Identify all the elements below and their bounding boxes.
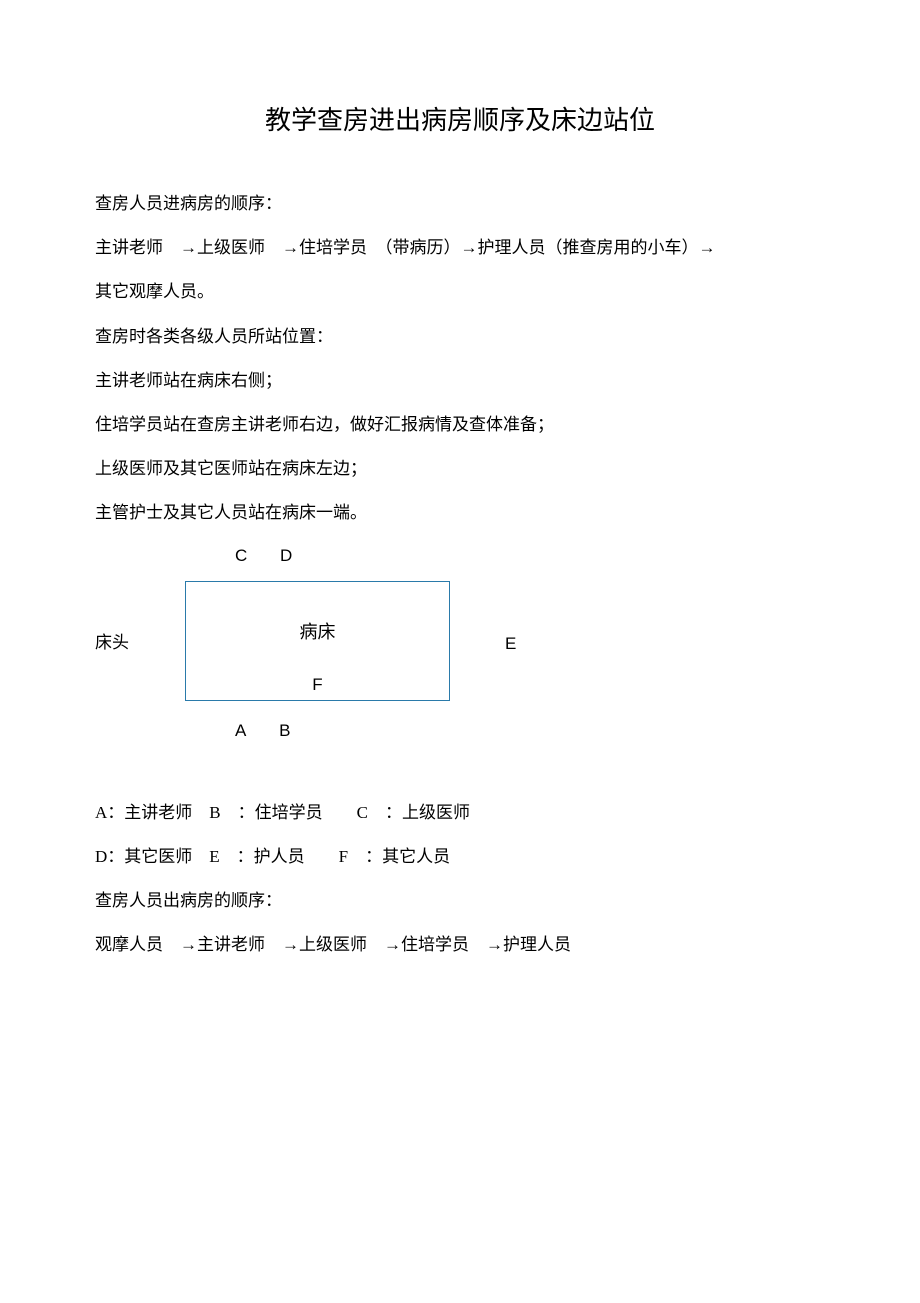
sequence-out: 观摩人员 →主讲老师 →上级医师 →住培学员 →护理人员: [95, 923, 825, 967]
position-line2: 住培学员站在查房主讲老师右边，做好汇报病情及查体准备；: [95, 403, 825, 447]
sequence-in: 主讲老师 →上级医师 →住培学员 （带病历）→护理人员（推查房用的小车）→: [95, 226, 825, 270]
section1-heading: 查房人员进病房的顺序：: [95, 182, 825, 226]
label-b: B: [279, 721, 290, 740]
section3-heading: 查房人员出病房的顺序：: [95, 879, 825, 923]
position-line3: 上级医师及其它医师站在病床左边；: [95, 447, 825, 491]
label-e: E: [505, 634, 516, 654]
label-f: F: [312, 675, 322, 695]
sequence-in-cont: 其它观摩人员。: [95, 270, 825, 314]
label-a: A: [235, 721, 246, 740]
diagram-top-labels: C D: [235, 546, 320, 566]
label-d: D: [280, 546, 292, 565]
bed-text: 病床: [300, 618, 336, 644]
bed-box: 病床 F: [185, 581, 450, 701]
legend-row1: A：主讲老师 B ：住培学员 C ：上级医师: [95, 791, 825, 835]
section2-heading: 查房时各类各级人员所站位置：: [95, 315, 825, 359]
position-line4: 主管护士及其它人员站在病床一端。: [95, 491, 825, 535]
page-title: 教学查房进出病房顺序及床边站位: [95, 100, 825, 137]
label-c: C: [235, 546, 247, 565]
diagram-bottom-labels: A B: [235, 721, 318, 741]
bed-row: 床头 病床 F: [95, 581, 450, 701]
bed-head-label: 床头: [95, 628, 185, 653]
legend-row2: D：其它医师 E ：护人员 F ：其它人员: [95, 835, 825, 879]
bed-diagram: C D 床头 病床 F E A B: [95, 546, 825, 776]
position-line1: 主讲老师站在病床右侧；: [95, 359, 825, 403]
